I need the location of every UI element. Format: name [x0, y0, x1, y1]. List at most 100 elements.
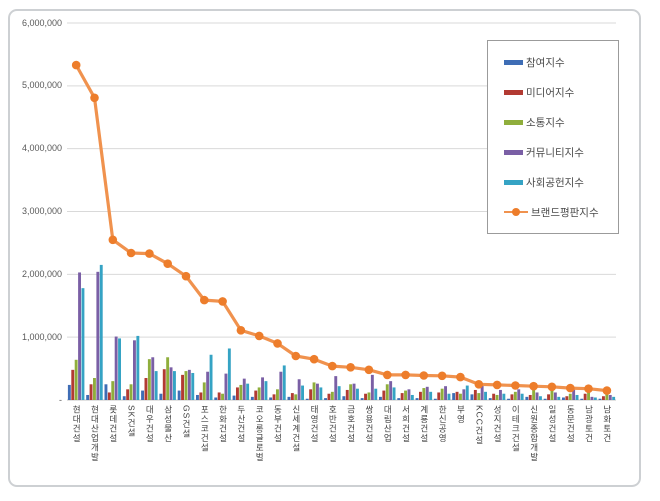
legend-swatch-icon: [504, 89, 523, 95]
bar: [553, 392, 557, 400]
legend-label: 참여지수: [526, 56, 565, 69]
bar: [385, 384, 389, 400]
bar: [459, 393, 462, 400]
bar: [141, 390, 144, 400]
bar: [71, 369, 75, 400]
line-marker: [71, 60, 81, 70]
bar: [242, 378, 246, 400]
bar: [133, 340, 136, 400]
legend-line-marker-icon: [504, 208, 528, 217]
bar: [169, 367, 173, 400]
legend-label: 브랜드평판지수: [531, 206, 599, 219]
bar: [477, 393, 481, 400]
bar: [269, 397, 273, 400]
bar: [221, 393, 224, 400]
bar: [345, 389, 349, 400]
y-tick-label: 6,000,000: [21, 17, 62, 28]
bar: [392, 387, 396, 400]
bar: [465, 385, 469, 400]
bar: [575, 394, 579, 400]
bar: [279, 371, 283, 400]
bar: [433, 398, 437, 400]
bar: [224, 373, 228, 400]
line-marker: [163, 259, 172, 268]
line-marker: [383, 370, 392, 380]
x-category-label: 대우건설: [144, 405, 155, 443]
bar: [510, 394, 514, 400]
x-category-label: 성지건설: [492, 405, 503, 443]
x-category-label: 호반건설: [327, 405, 338, 443]
bar: [114, 336, 118, 400]
x-category-label: 롯데건설: [108, 405, 119, 443]
bar: [484, 391, 487, 400]
legend-swatch-icon: [504, 179, 523, 185]
bar: [294, 394, 298, 400]
bar: [547, 394, 550, 400]
line-marker: [547, 382, 557, 392]
line-marker: [236, 326, 246, 335]
bar: [129, 384, 133, 400]
bar: [440, 388, 444, 400]
bar: [309, 389, 313, 400]
bar: [562, 397, 565, 400]
x-category-label: 신세계건설: [291, 405, 302, 453]
bar: [147, 359, 151, 400]
bar: [257, 387, 261, 400]
bar: [159, 393, 163, 400]
y-tick-label: -: [59, 394, 62, 405]
line-marker: [584, 384, 593, 394]
line-marker: [181, 271, 191, 281]
bar: [89, 384, 93, 400]
x-category-label: 서희건설: [401, 405, 412, 443]
bar: [379, 396, 382, 400]
bar: [525, 396, 529, 400]
bar: [144, 378, 148, 400]
bar: [360, 398, 364, 400]
bar-series-2: [74, 357, 609, 400]
bar: [580, 398, 584, 400]
bar: [239, 384, 243, 400]
line-marker: [401, 370, 410, 380]
line-marker: [566, 383, 575, 393]
x-category-label: 금호건설: [346, 405, 357, 443]
line-marker: [328, 361, 337, 371]
bar: [370, 374, 374, 400]
legend-item-1: 미디어지수: [504, 85, 618, 100]
x-category-label: 이테크건설: [510, 405, 521, 453]
bar: [199, 392, 203, 400]
bar-series-3: [78, 271, 612, 400]
bar: [196, 394, 199, 400]
bar: [297, 379, 301, 400]
bar: [404, 390, 407, 400]
bar: [612, 396, 616, 400]
bar: [470, 394, 474, 400]
bar: [374, 388, 378, 400]
bar: [93, 378, 96, 400]
bar: [246, 383, 250, 400]
bar: [349, 384, 353, 400]
bar: [520, 393, 524, 400]
bar: [330, 391, 334, 400]
bar: [499, 389, 502, 400]
bar: [608, 394, 612, 400]
bar: [590, 396, 594, 400]
bar: [400, 393, 404, 400]
bar: [367, 392, 371, 400]
line-marker: [309, 354, 319, 364]
bar: [419, 391, 422, 400]
y-tick-label: 4,000,000: [21, 143, 62, 154]
bar: [410, 394, 414, 400]
x-category-label: 한화건설: [218, 405, 229, 443]
line-marker: [200, 295, 209, 305]
bar: [557, 396, 561, 400]
x-category-label: 현대건설: [71, 405, 82, 443]
bar: [111, 381, 115, 400]
bar: [206, 371, 210, 400]
bar: [287, 396, 291, 400]
bar: [232, 395, 236, 400]
x-category-label: 포스코건설: [199, 405, 210, 453]
bar: [539, 396, 542, 400]
line-marker: [474, 380, 484, 389]
bar: [356, 388, 359, 400]
x-category-label: 삼성물산: [163, 405, 174, 443]
